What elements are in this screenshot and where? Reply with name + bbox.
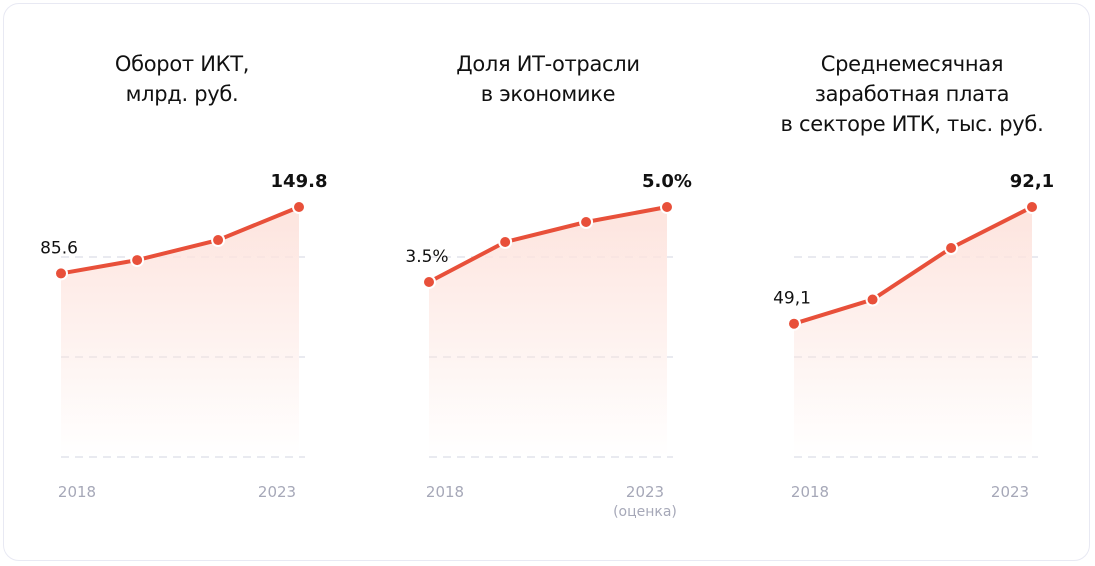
chart-title-line: млрд. руб. [125,82,239,106]
chart-title-line: Оборот ИКТ, [114,52,250,76]
x-tick-sublabel: (оценка) [613,504,677,520]
data-label-last: 149.8 [271,171,328,192]
chart-title-line: в экономике [480,82,616,106]
data-point [787,316,801,331]
chart-title-line: в секторе ИТК, тыс. руб. [780,112,1044,136]
chart-title-line: Среднемесячная [820,52,1004,76]
data-point [422,275,436,289]
chart-title-it-share: Доля ИТ-отрасли в экономике [388,49,708,109]
x-tick-label: 2018 [58,483,96,501]
data-point [211,233,226,248]
data-point [54,266,68,281]
chart-title-line: заработная плата [814,82,1010,106]
data-point [498,235,513,249]
data-point [1025,200,1039,214]
area-fill [429,207,667,457]
chart-title-avg-salary: Среднемесячная заработная плата в сектор… [752,49,1072,139]
area-fill [61,207,299,457]
chart-title-ict-turnover: Оборот ИКТ, млрд. руб. [22,49,342,109]
x-tick-label: 2023 [626,483,664,501]
data-point [579,215,594,229]
data-point [130,253,145,268]
data-label-first: 85.6 [40,238,78,258]
data-label-last: 5.0% [642,171,692,192]
data-label-first: 3.5% [405,247,448,267]
x-tick-label: 2018 [791,483,829,501]
x-tick-label: 2023 [991,483,1029,501]
data-label-first: 49,1 [773,289,811,309]
data-point [660,200,674,214]
series-line [792,205,1034,326]
data-point [865,292,880,307]
series-line [427,205,669,284]
chart-title-line: Доля ИТ-отрасли [456,52,640,76]
area-fill [794,207,1032,457]
x-tick-label: 2018 [426,483,464,501]
data-label-last: 92,1 [1010,171,1054,192]
x-tick-label: 2023 [258,483,296,501]
data-point [292,200,306,214]
series-line [59,205,301,276]
data-point [944,240,959,255]
